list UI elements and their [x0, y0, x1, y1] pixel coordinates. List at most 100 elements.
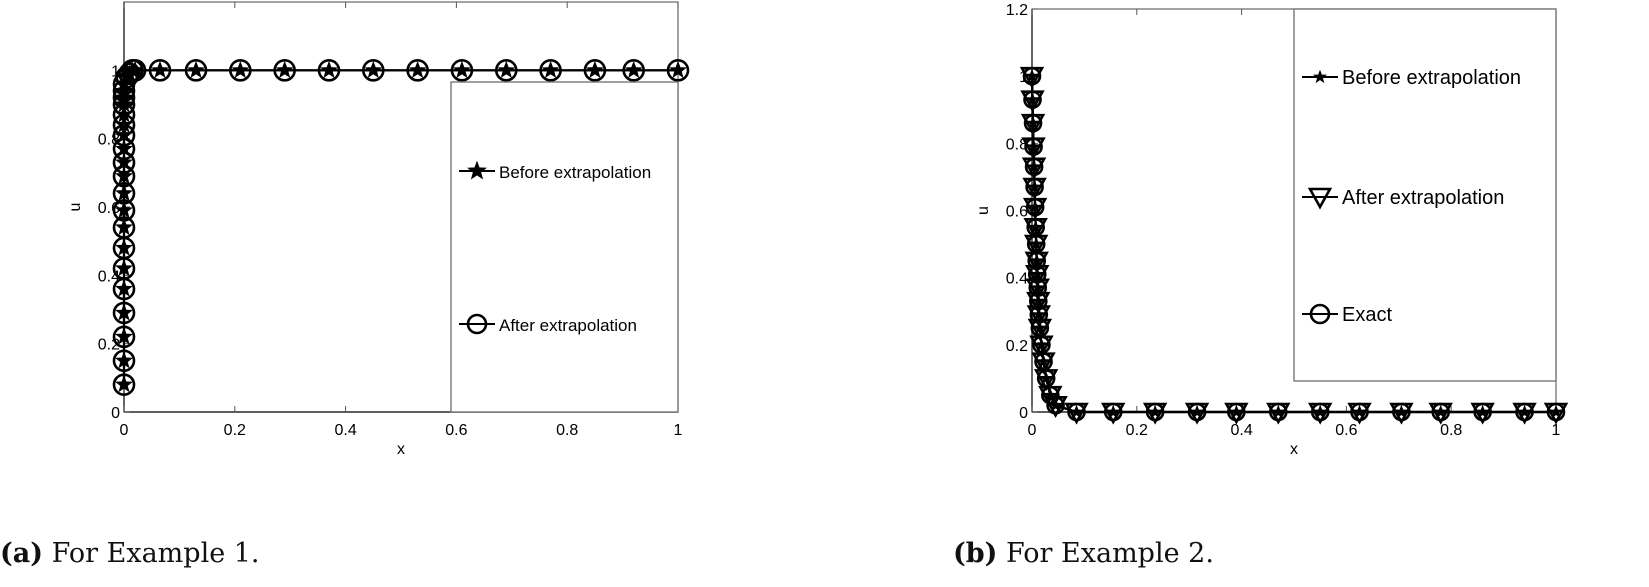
caption-b-text: For Example 2. — [1006, 538, 1214, 569]
circle-marker-icon — [1036, 369, 1056, 388]
caption-a: (a) For Example 1. — [0, 538, 260, 569]
circle-marker-icon — [1227, 402, 1246, 422]
circle-marker-icon — [1431, 402, 1451, 422]
circle-marker-icon — [112, 349, 136, 373]
x-tick-label: 0 — [1028, 422, 1037, 439]
series-exact — [1022, 66, 1566, 422]
legend-box — [450, 81, 679, 413]
circle-marker-icon — [112, 182, 136, 205]
legend: Before extrapolation After extrapolation E… — [1293, 8, 1557, 382]
series-after-extrapolation — [112, 59, 690, 396]
circle-marker-icon — [1046, 395, 1065, 415]
circle-marker-icon — [1028, 291, 1048, 311]
circle-marker-icon — [112, 199, 136, 222]
legend-item: Exact — [1302, 303, 1392, 326]
circle-marker-icon — [1027, 265, 1047, 284]
circle-marker-icon — [112, 137, 136, 161]
y-tick-label: 0.2 — [1006, 338, 1028, 355]
circle-marker-icon — [1067, 402, 1086, 422]
circle-marker-icon — [1187, 402, 1207, 422]
circle-marker-icon — [1145, 402, 1165, 422]
circle-marker-icon — [123, 59, 147, 82]
y-tick-label: 0.4 — [1006, 271, 1028, 288]
y-tick-label: 0 — [1019, 405, 1028, 422]
circle-marker-icon — [118, 62, 141, 86]
circle-marker-icon — [361, 59, 385, 82]
legend-item: Before extrapolation — [459, 160, 651, 182]
circle-marker-icon — [583, 59, 607, 82]
y-tick-label: 0 — [111, 405, 120, 422]
x-tick-label: 1 — [1552, 422, 1561, 439]
legend-box — [1293, 8, 1557, 382]
circle-marker-icon — [1027, 251, 1047, 271]
x-tick-label: 0.8 — [556, 422, 578, 439]
legend: Before extrapolation After extrapolation — [450, 81, 679, 413]
y-tick-label: 1.2 — [1006, 2, 1028, 19]
legend-label: After extrapolation — [1342, 187, 1504, 209]
star-legend-icon — [1312, 69, 1328, 84]
legend-label: Before extrapolation — [499, 163, 651, 182]
circle-marker-icon — [1022, 66, 1042, 86]
circle-marker-icon — [112, 325, 136, 349]
circle-marker-icon — [112, 103, 136, 127]
x-tick-label: 0.2 — [1126, 422, 1148, 439]
circle-marker-icon — [1310, 402, 1330, 422]
x-tick-label: 0.4 — [334, 422, 356, 439]
legend-label: After extrapolation — [499, 316, 637, 335]
caption-a-text: For Example 1. — [51, 538, 260, 569]
chart-panel-b: 0 0.2 0.4 0.6 0.8 1 0 0.2 0.4 0.6 0.8 1 1.2 x u Before … — [960, 0, 1649, 470]
y-tick-label: 0.6 — [1006, 204, 1028, 221]
circle-marker-icon — [1392, 402, 1411, 422]
legend-label: Before extrapolation — [1342, 67, 1521, 89]
circle-marker-icon — [1103, 402, 1123, 422]
x-tick-label: 0.6 — [1335, 422, 1357, 439]
legend-item: After extrapolation — [459, 313, 637, 335]
circle-marker-icon — [1023, 90, 1042, 109]
circle-marker-icon — [1024, 137, 1043, 156]
legend-item: Before extrapolation — [1302, 67, 1521, 89]
legend-item: After extrapolation — [1302, 187, 1504, 210]
circle-marker-icon — [1268, 402, 1288, 422]
circle-marker-icon — [1041, 385, 1060, 405]
caption-a-label: (a) — [0, 538, 44, 569]
circle-marker-icon — [622, 59, 645, 82]
circle-marker-icon — [229, 59, 252, 82]
circle-marker-icon — [1515, 402, 1534, 422]
legend-label: Exact — [1342, 304, 1392, 326]
circle-marker-icon — [1473, 402, 1492, 422]
circle-marker-icon — [1029, 305, 1049, 324]
x-axis-label: x — [397, 441, 405, 458]
y-axis-label: u — [975, 206, 992, 215]
circle-marker-icon — [406, 59, 429, 82]
x-tick-label: 1 — [674, 422, 683, 439]
x-tick-label: 0.2 — [224, 422, 246, 439]
y-tick-label: 1 — [111, 63, 120, 80]
x-tick-label: 0.6 — [445, 422, 467, 439]
star-legend-icon — [467, 160, 487, 180]
circle-marker-icon — [317, 59, 341, 82]
triangle-down-legend-icon — [1307, 187, 1333, 210]
circle-marker-icon — [1546, 402, 1566, 422]
circle-marker-icon — [1025, 197, 1045, 217]
circle-marker-icon — [1350, 402, 1369, 422]
circle-marker-icon — [1028, 278, 1048, 298]
x-tick-label: 0 — [120, 422, 129, 439]
circle-marker-icon — [184, 59, 208, 82]
circle-marker-icon — [1024, 157, 1044, 177]
x-tick-label: 0.4 — [1230, 422, 1252, 439]
caption-b-label: (b) — [953, 538, 998, 569]
circle-marker-icon — [666, 59, 690, 82]
chart-panel-a: 0 0.2 0.4 0.6 0.8 1 0 0.2 0.4 0.6 0.8 1 x u Before ext… — [0, 0, 720, 470]
chart-b-plot: 0 0.2 0.4 0.6 0.8 100.20.40.60.811.2xuBefore … — [975, 2, 1569, 458]
x-tick-label: 0.8 — [1440, 422, 1462, 439]
circle-marker-icon — [148, 59, 172, 82]
circle-marker-icon — [112, 151, 136, 174]
y-axis-label: u — [67, 203, 84, 212]
circle-legend-icon — [1309, 303, 1331, 325]
x-axis-label: x — [1290, 441, 1298, 458]
y-tick-label: 0.8 — [1006, 136, 1028, 153]
circle-marker-icon — [1025, 177, 1044, 197]
caption-b: (b) For Example 2. — [953, 538, 1214, 569]
circle-marker-icon — [1023, 113, 1043, 133]
